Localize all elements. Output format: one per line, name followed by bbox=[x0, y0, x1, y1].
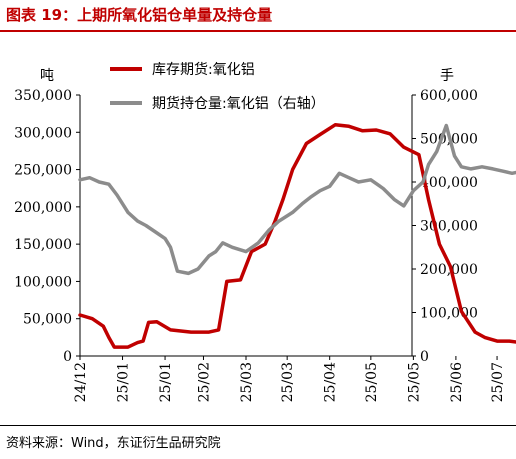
right-tick-label: 100,000 bbox=[420, 306, 478, 322]
x-axis-ticks: 24/12 25/01 25/01 25/02 25/03 25/03 25/04 25/05… bbox=[73, 356, 506, 402]
legend-label: 期货持仓量:氧化铝（右轴） bbox=[152, 95, 325, 112]
open-interest-series-line bbox=[78, 123, 516, 276]
inventory-series-line bbox=[78, 123, 516, 349]
left-tick-label: 0 bbox=[63, 349, 72, 365]
x-tick-label: 25/01 bbox=[158, 362, 174, 402]
right-tick-label: 0 bbox=[420, 349, 429, 365]
left-tick-label: 150,000 bbox=[14, 237, 72, 253]
left-axis-unit: 吨 bbox=[40, 68, 54, 84]
x-tick-label: 25/05 bbox=[406, 362, 422, 402]
x-tick-label: 24/12 bbox=[73, 362, 89, 402]
left-tick-label: 350,000 bbox=[14, 88, 72, 104]
right-tick-label: 600,000 bbox=[420, 88, 478, 104]
left-tick-label: 250,000 bbox=[14, 163, 72, 179]
figure-title: 图表 19：上期所氧化铝仓单量及持仓量 bbox=[6, 6, 273, 24]
source-note: 资料来源：Wind，东证衍生品研究院 bbox=[6, 436, 221, 451]
left-tick-label: 300,000 bbox=[14, 125, 72, 141]
legend-label: 库存期货:氧化铝 bbox=[152, 61, 255, 78]
left-axis-ticks: 0 50,000 100,000 150,000 200,000 250,000 300,0… bbox=[14, 88, 80, 365]
x-tick-label: 25/01 bbox=[116, 362, 132, 402]
right-tick-label: 200,000 bbox=[420, 262, 478, 278]
left-tick-label: 50,000 bbox=[23, 312, 72, 328]
left-tick-label: 200,000 bbox=[14, 200, 72, 216]
x-tick-label: 25/03 bbox=[280, 362, 296, 402]
x-tick-label: 25/02 bbox=[196, 362, 212, 402]
left-tick-label: 100,000 bbox=[14, 274, 72, 290]
x-tick-label: 25/06 bbox=[449, 362, 465, 402]
title-rule bbox=[0, 30, 516, 32]
right-tick-label: 400,000 bbox=[420, 175, 478, 191]
x-tick-label: 25/03 bbox=[239, 362, 255, 402]
x-tick-label: 25/05 bbox=[364, 362, 380, 402]
x-tick-label: 25/04 bbox=[323, 362, 339, 402]
bottom-rule bbox=[0, 425, 516, 426]
right-axis-unit: 手 bbox=[440, 68, 454, 84]
plot-area bbox=[78, 95, 516, 357]
x-tick-label: 25/07 bbox=[490, 362, 506, 402]
right-tick-label: 300,000 bbox=[420, 219, 478, 235]
